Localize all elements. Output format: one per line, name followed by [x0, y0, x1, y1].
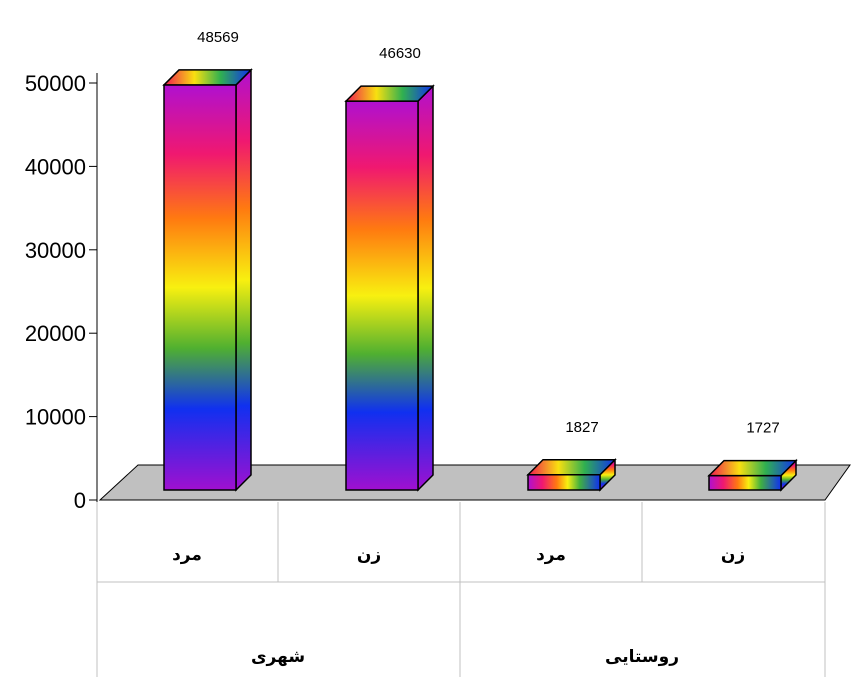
category-label: مرد: [536, 545, 566, 565]
category-label: مرد: [172, 545, 202, 565]
bar-front: [346, 101, 418, 490]
data-label: 1827: [565, 419, 598, 436]
bars: [164, 70, 796, 490]
bar-top: [346, 86, 433, 101]
bar-front: [528, 475, 600, 490]
bar-front: [709, 476, 781, 490]
y-tick-label: 40000: [25, 154, 86, 179]
bar-side: [236, 70, 251, 490]
y-tick-label: 0: [74, 488, 86, 513]
category-table: [97, 502, 825, 677]
y-axis-ticks: 0 10000 20000 30000 40000 50000: [25, 71, 97, 513]
bar: [164, 70, 251, 490]
category-label: زن: [357, 545, 381, 565]
y-tick-label: 20000: [25, 321, 86, 346]
y-tick-label: 10000: [25, 405, 86, 430]
bar: [709, 461, 796, 490]
group-label: شهری: [251, 647, 305, 667]
bar: [346, 86, 433, 490]
y-tick-label: 50000: [25, 71, 86, 96]
data-label: 1727: [746, 420, 779, 437]
bar-top: [528, 460, 615, 475]
data-labels: 48569 46630 1827 1727: [197, 29, 780, 437]
bar-top: [164, 70, 251, 85]
category-label: زن: [721, 545, 745, 565]
bar: [528, 460, 615, 490]
bar-front: [164, 85, 236, 490]
data-label: 46630: [379, 45, 421, 62]
data-label: 48569: [197, 29, 239, 46]
y-tick-label: 30000: [25, 238, 86, 263]
bar-top: [709, 461, 796, 476]
group-label: روستایی: [605, 647, 679, 667]
bar-side: [418, 86, 433, 490]
